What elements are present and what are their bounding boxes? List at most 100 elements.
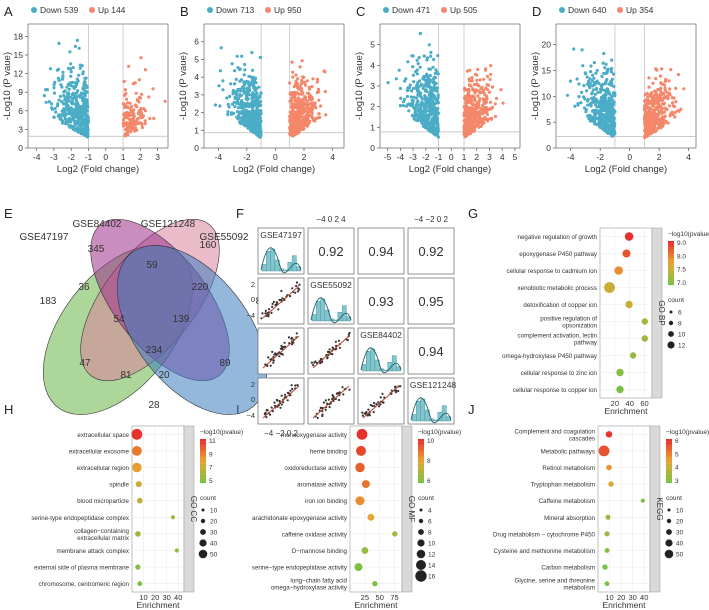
up-point — [472, 95, 476, 99]
color-step — [418, 458, 424, 462]
up-point — [662, 122, 666, 126]
down-point — [244, 123, 249, 127]
corr-point — [291, 287, 294, 290]
up-point — [123, 132, 127, 136]
term-label: Complement and coagulation — [515, 428, 596, 435]
up-point — [478, 78, 482, 82]
down-point — [589, 104, 593, 108]
down-point — [610, 66, 614, 71]
size-legend-label: 40 — [210, 541, 218, 548]
x-axis-label: Enrichment — [603, 600, 647, 610]
y-tick-label: 4 — [370, 60, 375, 70]
corr-point — [276, 301, 279, 304]
down-point — [432, 114, 437, 118]
corr-point — [290, 336, 294, 339]
down-point — [592, 82, 597, 86]
term-label: aromatase activity — [297, 482, 348, 489]
term-label: serine−type endopeptidase activity — [252, 565, 348, 572]
down-point — [236, 66, 240, 70]
up-point — [311, 104, 315, 108]
up-point — [292, 85, 296, 89]
up-point — [137, 78, 141, 82]
term-dot — [132, 462, 142, 473]
color-step — [418, 454, 424, 457]
down-point — [61, 70, 65, 74]
down-point — [593, 110, 597, 114]
corr-point — [278, 355, 281, 358]
down-point — [82, 81, 86, 85]
up-point — [668, 87, 672, 91]
density-curve — [310, 297, 352, 324]
up-point — [303, 102, 307, 106]
down-point — [63, 114, 67, 118]
up-point — [464, 98, 468, 102]
down-point — [226, 102, 230, 107]
down-point — [586, 103, 590, 107]
color-step — [418, 461, 424, 464]
panel-label-b: B — [180, 4, 189, 19]
color-legend-bar — [668, 241, 674, 286]
legend-down-label: Down 471 — [392, 5, 431, 15]
size-legend-label: 10 — [210, 508, 218, 515]
down-point — [421, 86, 425, 91]
down-point — [57, 78, 61, 83]
up-point — [668, 93, 672, 97]
down-point — [250, 113, 254, 117]
down-point — [213, 103, 217, 107]
down-point — [590, 91, 594, 95]
term-dot — [616, 385, 624, 394]
color-step — [200, 441, 206, 444]
down-point — [67, 87, 71, 91]
down-point — [581, 64, 585, 68]
down-point — [60, 85, 64, 89]
down-point — [606, 67, 610, 71]
up-point — [300, 81, 304, 85]
x-tick-label: 3 — [487, 152, 492, 162]
up-point — [656, 126, 660, 130]
down-point — [594, 97, 598, 101]
down-point — [252, 125, 256, 129]
color-step — [668, 260, 674, 264]
corr-cell-frame — [257, 327, 305, 375]
term-dot — [605, 514, 611, 520]
down-point — [62, 102, 66, 106]
color-step — [666, 447, 672, 451]
panel-label-d: D — [532, 4, 541, 19]
venn-count: 36 — [78, 282, 90, 293]
color-step — [418, 443, 424, 446]
down-point — [414, 70, 418, 74]
corr-point — [280, 394, 283, 397]
down-point — [78, 127, 82, 131]
down-point — [430, 106, 434, 110]
down-point — [433, 76, 437, 80]
corr-fit-line — [312, 335, 350, 369]
down-point — [609, 98, 613, 102]
down-point — [591, 88, 595, 92]
down-point — [226, 110, 230, 114]
down-point — [258, 123, 262, 127]
y-tick-label: 4 — [194, 72, 199, 82]
down-point — [435, 120, 439, 124]
corr-point — [280, 298, 283, 302]
down-point — [77, 73, 81, 77]
down-point — [591, 84, 595, 88]
down-point — [64, 97, 68, 101]
color-step — [666, 476, 672, 479]
corr-point — [281, 347, 284, 351]
size-legend-dot — [664, 549, 674, 559]
y-tick-label: 9 — [18, 87, 23, 97]
up-point — [481, 121, 485, 126]
down-point — [436, 122, 440, 126]
volcano-plot-d: -4 -2 0 2 4 0 5 10 15 20 Log2 (Fold change) -Log10 … — [530, 5, 697, 175]
corr-dataset-label: GSE47197 — [260, 230, 302, 240]
down-point — [603, 114, 607, 118]
corr-point — [342, 393, 345, 396]
down-point — [250, 51, 254, 55]
down-point — [585, 82, 590, 86]
corr-point — [394, 391, 398, 394]
up-point — [293, 116, 297, 120]
down-point — [218, 104, 222, 108]
corr-point — [332, 395, 335, 398]
up-point — [469, 126, 473, 130]
